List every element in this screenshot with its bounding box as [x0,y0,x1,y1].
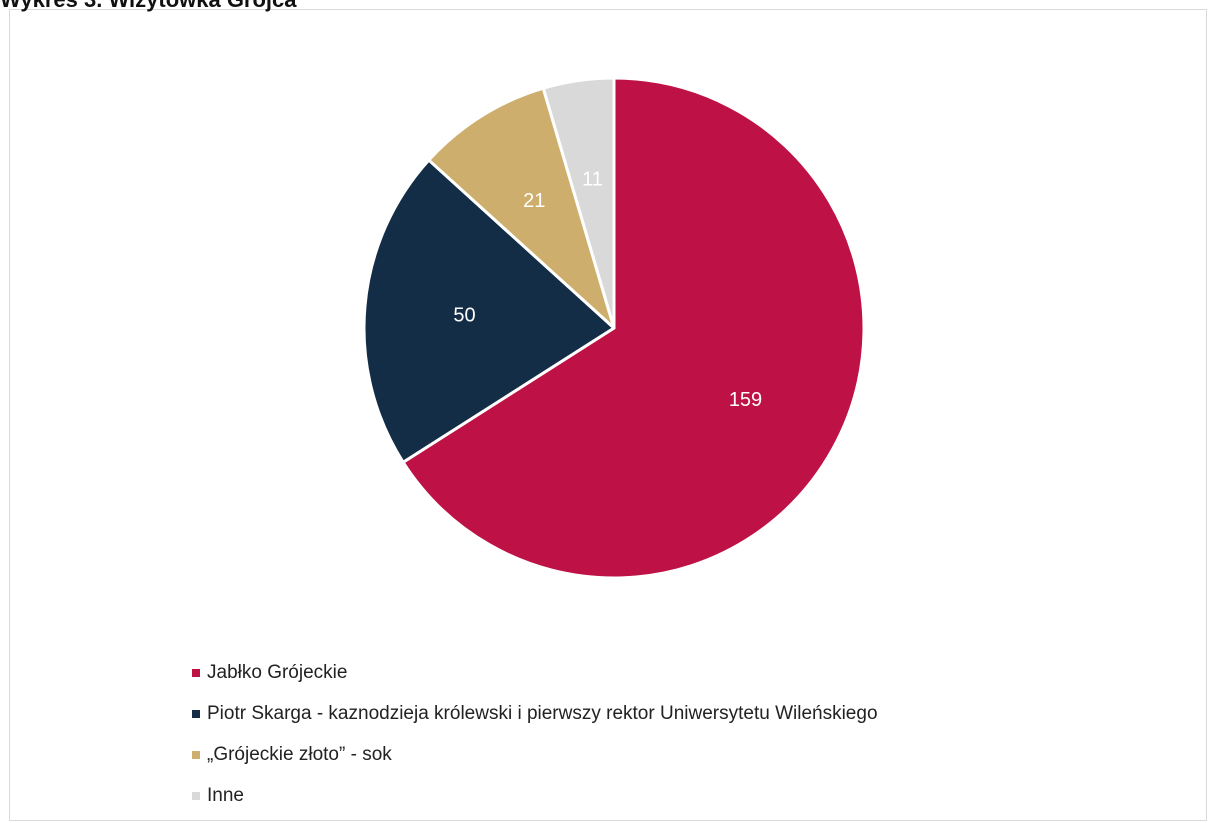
pie-data-labels: 159 50 21 11 [453,169,762,412]
legend-swatch [192,668,200,677]
legend-label: „Grójeckie złoto” - sok [207,743,392,765]
data-label-grojeckie-zloto: 21 [523,190,545,212]
pie-slice-piotr-skarga [362,158,616,464]
legend-item-piotr-skarga: Piotr Skarga - kaznodzieja królewski i p… [192,693,878,734]
pie-slice-grojeckie-zloto [427,86,616,330]
legend-swatch [192,750,200,759]
legend-label: Piotr Skarga - kaznodzieja królewski i p… [207,702,878,724]
pie-slices [362,76,866,580]
chart-frame [9,9,1207,821]
chart-title: Wykres 3. Wizytówka Grójca [0,0,297,14]
pie-slice-jablko-grojeckie [401,76,866,580]
data-label-piotr-skarga: 50 [453,304,475,326]
legend-item-jablko-grojeckie: Jabłko Grójeckie [192,652,878,693]
legend-label: Inne [207,784,244,806]
legend-item-grojeckie-zloto: „Grójeckie złoto” - sok [192,734,878,775]
legend-swatch [192,791,200,800]
data-label-jablko-grojeckie: 159 [729,389,762,411]
legend-swatch [192,709,200,718]
chart-legend: Jabłko Grójeckie Piotr Skarga - kaznodzie… [192,652,878,816]
legend-label: Jabłko Grójeckie [207,661,348,683]
pie-slice-inne [541,76,616,330]
data-label-inne: 11 [582,169,603,191]
legend-item-inne: Inne [192,775,878,816]
